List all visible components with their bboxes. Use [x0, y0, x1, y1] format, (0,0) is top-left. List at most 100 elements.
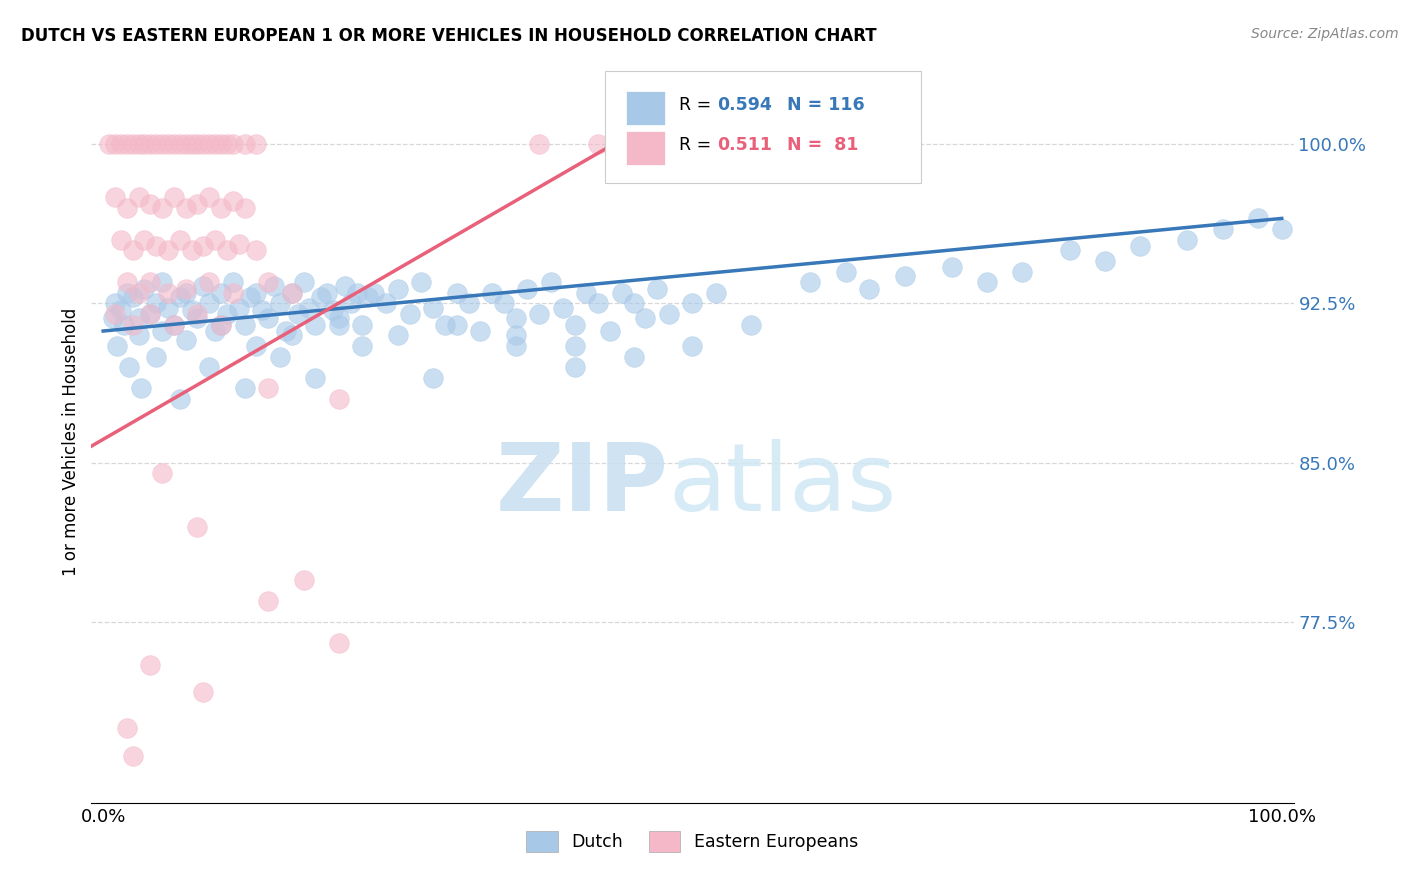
- Point: [704, 285, 727, 300]
- Point: [586, 296, 609, 310]
- Point: [433, 318, 456, 332]
- Point: [309, 290, 332, 304]
- Point: [339, 296, 361, 310]
- Point: [375, 296, 398, 310]
- Point: [186, 136, 208, 151]
- Point: [156, 285, 179, 300]
- Point: [121, 749, 143, 764]
- Point: [145, 136, 167, 151]
- Point: [193, 239, 215, 253]
- Point: [387, 281, 409, 295]
- Point: [215, 136, 238, 151]
- Point: [233, 201, 256, 215]
- Point: [274, 324, 297, 338]
- Text: Source: ZipAtlas.com: Source: ZipAtlas.com: [1251, 27, 1399, 41]
- Point: [470, 324, 492, 338]
- Point: [245, 244, 267, 258]
- Point: [516, 281, 538, 295]
- Point: [115, 722, 138, 736]
- Point: [357, 290, 380, 304]
- Point: [328, 311, 350, 326]
- Point: [115, 136, 138, 151]
- Point: [328, 318, 350, 332]
- Point: [346, 285, 368, 300]
- Point: [163, 318, 186, 332]
- Text: 0.594: 0.594: [717, 96, 772, 114]
- Point: [150, 201, 173, 215]
- Point: [156, 244, 179, 258]
- Point: [352, 318, 374, 332]
- Point: [333, 279, 356, 293]
- Point: [209, 201, 232, 215]
- Point: [263, 279, 285, 293]
- Point: [233, 136, 256, 151]
- Point: [280, 328, 302, 343]
- Point: [328, 636, 350, 650]
- Point: [457, 296, 479, 310]
- Point: [269, 296, 291, 310]
- Point: [363, 285, 385, 300]
- Point: [139, 275, 162, 289]
- Point: [233, 381, 256, 395]
- Point: [799, 275, 821, 289]
- Point: [121, 318, 143, 332]
- Point: [186, 519, 208, 533]
- Point: [292, 275, 315, 289]
- Point: [115, 285, 138, 300]
- Point: [156, 136, 179, 151]
- Point: [180, 244, 202, 258]
- Point: [222, 285, 245, 300]
- Point: [186, 311, 208, 326]
- Point: [128, 328, 150, 343]
- Point: [198, 360, 221, 375]
- Point: [505, 339, 527, 353]
- Point: [551, 301, 574, 315]
- Point: [169, 136, 191, 151]
- Point: [215, 307, 238, 321]
- Point: [422, 301, 444, 315]
- Point: [252, 302, 274, 317]
- Point: [134, 281, 156, 295]
- Point: [540, 275, 562, 289]
- Point: [228, 301, 250, 315]
- Point: [139, 136, 162, 151]
- Point: [163, 318, 186, 332]
- Point: [1011, 264, 1033, 278]
- Point: [1094, 253, 1116, 268]
- Point: [257, 594, 280, 608]
- Point: [104, 307, 127, 321]
- Point: [599, 324, 621, 338]
- Point: [156, 301, 179, 315]
- Point: [505, 311, 527, 326]
- Point: [222, 275, 245, 289]
- Point: [564, 339, 586, 353]
- Point: [352, 339, 374, 353]
- Point: [328, 392, 350, 406]
- Point: [976, 275, 998, 289]
- Point: [1059, 244, 1081, 258]
- Point: [193, 279, 215, 293]
- Point: [204, 233, 226, 247]
- Text: DUTCH VS EASTERN EUROPEAN 1 OR MORE VEHICLES IN HOUSEHOLD CORRELATION CHART: DUTCH VS EASTERN EUROPEAN 1 OR MORE VEHI…: [21, 27, 877, 45]
- Point: [298, 301, 321, 315]
- Point: [387, 328, 409, 343]
- Point: [186, 196, 208, 211]
- Point: [128, 190, 150, 204]
- Point: [198, 136, 221, 151]
- Point: [422, 371, 444, 385]
- Point: [193, 136, 215, 151]
- Point: [169, 392, 191, 406]
- Point: [215, 244, 238, 258]
- Point: [222, 136, 245, 151]
- Point: [121, 290, 143, 304]
- Point: [128, 285, 150, 300]
- Point: [150, 275, 173, 289]
- Point: [150, 136, 173, 151]
- Point: [169, 290, 191, 304]
- Point: [104, 190, 127, 204]
- Text: N = 116: N = 116: [787, 96, 865, 114]
- Point: [134, 136, 156, 151]
- Point: [398, 307, 420, 321]
- Point: [204, 324, 226, 338]
- Point: [505, 328, 527, 343]
